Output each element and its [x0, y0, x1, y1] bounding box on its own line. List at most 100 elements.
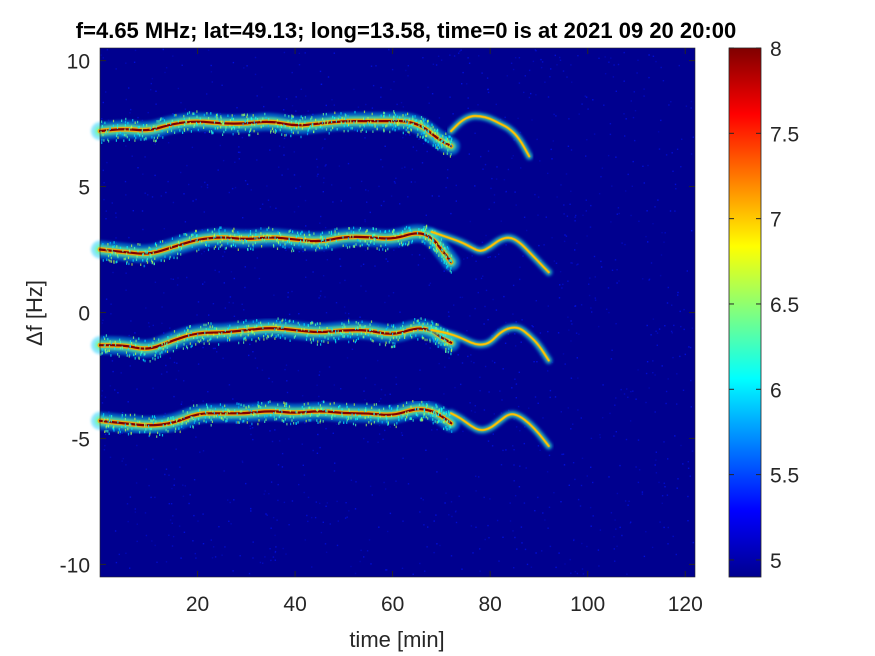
trace-speckle — [297, 121, 300, 125]
trace-speckle — [361, 326, 363, 329]
trace-speckle — [134, 121, 136, 124]
trace-speckle — [166, 423, 168, 427]
trace-speckle — [358, 414, 360, 418]
trace-speckle — [124, 124, 126, 127]
trace-speckle — [385, 243, 387, 246]
trace-speckle — [121, 347, 123, 350]
trace-speckle — [178, 333, 180, 337]
trace-speckle — [355, 417, 357, 421]
trace-speckle — [157, 356, 159, 359]
trace-speckle — [374, 238, 376, 242]
trace-speckle — [339, 420, 341, 424]
trace-speckle — [150, 126, 153, 130]
trace-speckle — [339, 404, 341, 408]
trace-speckle — [298, 323, 300, 327]
trace-speckle — [237, 326, 239, 330]
trace-speckle — [306, 240, 308, 243]
trace-speckle — [419, 418, 421, 422]
trace-speckle — [142, 124, 145, 127]
trace-speckle — [113, 251, 115, 254]
trace-speckle — [177, 340, 179, 344]
trace-speckle — [320, 343, 322, 346]
trace-speckle — [385, 238, 387, 241]
trace-8 — [446, 408, 554, 451]
trace-speckle — [385, 125, 387, 128]
trace-speckle — [117, 420, 119, 424]
trace-speckle — [449, 143, 451, 146]
trace-speckle — [151, 345, 153, 348]
trace-speckle — [294, 334, 296, 338]
trace-speckle — [279, 321, 281, 324]
trace-speckle — [402, 321, 404, 324]
trace-speckle — [445, 350, 447, 353]
trace-speckle — [151, 415, 154, 418]
trace-speckle — [443, 152, 445, 155]
trace-speckle — [407, 243, 409, 247]
trace-speckle — [423, 415, 425, 419]
trace-speckle — [281, 419, 283, 422]
x-axis-label: time [min] — [349, 627, 444, 652]
y-tick-label: -5 — [71, 428, 90, 451]
trace-speckle — [126, 354, 128, 357]
trace-speckle — [166, 346, 168, 349]
trace-speckle — [446, 266, 448, 269]
trace-speckle — [151, 419, 153, 423]
trace-speckle — [141, 350, 143, 353]
trace-speckle — [157, 431, 159, 435]
trace-speckle — [351, 127, 353, 130]
trace-speckle — [448, 427, 450, 431]
trace-speckle — [184, 122, 186, 126]
trace-speckle — [222, 122, 224, 126]
trace-speckle — [301, 405, 303, 409]
trace-speckle — [119, 341, 121, 344]
trace-speckle — [321, 407, 323, 410]
trace-speckle — [438, 242, 440, 245]
trace-speckle — [261, 238, 263, 241]
trace-speckle — [289, 339, 291, 342]
trace-speckle — [157, 347, 159, 350]
trace-speckle — [315, 246, 317, 250]
trace-speckle — [152, 421, 154, 425]
trace-speckle — [270, 129, 272, 132]
trace-speckle — [189, 407, 191, 410]
trace-speckle — [370, 120, 372, 124]
trace-speckle — [280, 233, 282, 237]
trace-speckle — [218, 231, 220, 234]
trace-speckle — [195, 121, 197, 125]
trace-speckle — [118, 355, 120, 358]
trace-speckle — [245, 325, 247, 328]
trace-speckle — [407, 130, 409, 133]
trace-speckle — [146, 251, 148, 254]
trace-speckle — [300, 412, 302, 416]
trace-speckle — [108, 432, 110, 435]
trace-speckle — [225, 236, 227, 239]
trace-speckle — [137, 420, 139, 423]
trace-speckle — [207, 322, 209, 325]
trace-speckle — [182, 410, 184, 413]
trace-speckle — [142, 358, 145, 362]
trace-speckle — [386, 420, 388, 423]
trace-speckle — [115, 134, 118, 138]
trace-speckle — [346, 405, 348, 409]
trace-speckle — [352, 235, 354, 238]
trace-speckle — [178, 245, 180, 249]
trace-speckle — [199, 117, 201, 120]
trace-speckle — [363, 409, 366, 413]
trace-speckle — [183, 233, 185, 236]
trace-speckle — [181, 420, 183, 424]
trace-speckle — [129, 422, 131, 426]
trace-speckle — [348, 417, 350, 420]
trace-speckle — [402, 324, 404, 328]
trace-speckle — [319, 420, 321, 424]
trace-speckle — [316, 322, 318, 325]
trace-speckle — [379, 415, 381, 418]
trace-speckle — [364, 416, 366, 420]
trace-speckle — [439, 146, 441, 149]
trace-speckle — [135, 344, 137, 347]
trace-speckle — [443, 406, 445, 409]
trace-speckle — [222, 418, 224, 421]
trace-speckle — [348, 319, 350, 322]
trace-speckle — [318, 334, 321, 337]
trace-speckle — [248, 133, 250, 137]
trace-speckle — [229, 410, 231, 413]
